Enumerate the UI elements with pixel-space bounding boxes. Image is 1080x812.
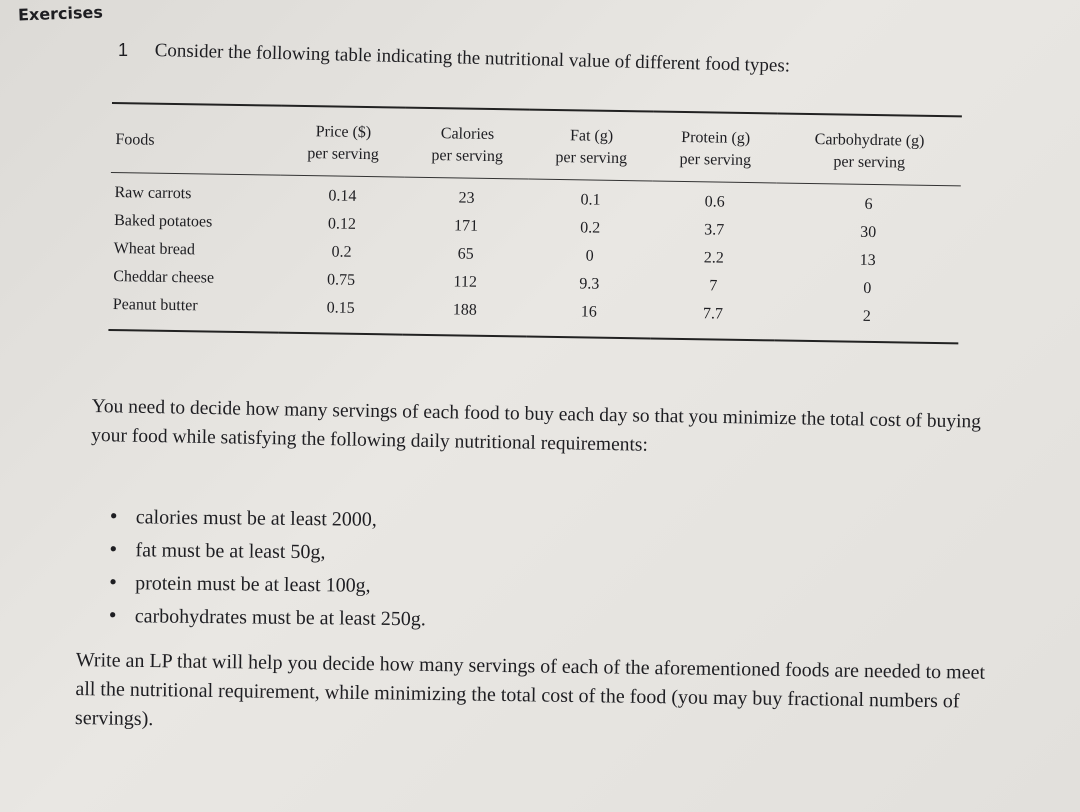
table-cell: 0.2 [331,243,352,261]
table-cell: 16 [580,303,597,321]
table-cell: 0.6 [704,193,725,211]
table-cell: 7.7 [702,305,724,323]
table-cell: 0.1 [580,191,601,209]
column-header: Fat (g) per serving [529,110,654,181]
table-cell: 13 [859,251,876,270]
table-cell: 3.7 [704,221,725,239]
table-cell: 0.15 [326,299,355,317]
section-title: Exercises [17,2,104,25]
table-cell: 9.3 [579,275,600,293]
table-body: Raw carrots 0.14 23 0.1 0.6 6 Baked potatoes 0.… [108,172,961,344]
table-cell: 2.2 [703,249,724,267]
food-name: Baked potatoes [114,212,213,231]
header-line: Protein (g) [681,128,751,148]
header-line: per serving [833,153,906,172]
table-cell: 0.14 [328,187,357,205]
header-line: per serving [555,148,628,168]
requirements-list: calories must be at least 2000,fat must … [109,500,427,635]
table-cell: 30 [860,223,877,242]
requirement-item: calories must be at least 2000, [110,500,427,536]
table-cell: 23 [458,189,475,207]
table-cell: 171 [453,217,479,235]
header-line: Fat (g) [569,127,614,145]
header-line: Calories [440,125,495,144]
food-name: Raw carrots [114,184,192,203]
table-head: Foods Price ($) per serving Calories per ser… [110,102,962,186]
table-cell: 188 [452,301,477,319]
table-cell: 0.12 [327,215,357,233]
food-name: Peanut butter [112,296,198,315]
header-line: per serving [307,145,379,164]
table-cell: 0 [863,279,872,297]
header-line: Foods [115,131,155,149]
column-header: Protein (g) per serving [653,112,778,183]
food-name: Wheat bread [113,240,196,259]
closing-paragraph: Write an LP that will help you decide ho… [74,648,986,731]
table-cell: 65 [457,245,474,263]
exercise-number: 1 [118,40,129,60]
header-line: per serving [431,147,504,166]
table-cell: 0 [585,247,594,265]
column-header: Foods [111,103,282,175]
table-cell: 0.2 [580,219,601,237]
column-header: Carbohydrate (g) per serving [777,113,962,185]
table-cell: 112 [453,273,478,291]
table-cell: 2 [862,307,871,325]
food-name: Cheddar cheese [113,268,215,287]
header-row: Foods Price ($) per serving Calories per ser… [111,103,962,186]
paragraph: You need to decide how many servings of … [91,395,982,456]
column-header: Calories per serving [405,108,530,179]
exercise-intro: Consider the following table indicating … [154,40,791,77]
table-cell: 0.75 [326,271,356,289]
column-header: Price ($) per serving [281,106,406,177]
header-line: Carbohydrate (g) [814,131,925,150]
requirement-item: carbohydrates must be at least 250g. [109,599,426,635]
header-line: per serving [679,150,752,170]
header-line: Price ($) [315,123,372,142]
requirement-item: protein must be at least 100g, [109,566,426,602]
nutrition-table: Foods Price ($) per serving Calories per ser… [108,102,962,344]
table-cell: 7 [709,277,718,295]
table-cell: 6 [864,195,873,213]
requirement-item: fat must be at least 50g, [109,533,426,569]
